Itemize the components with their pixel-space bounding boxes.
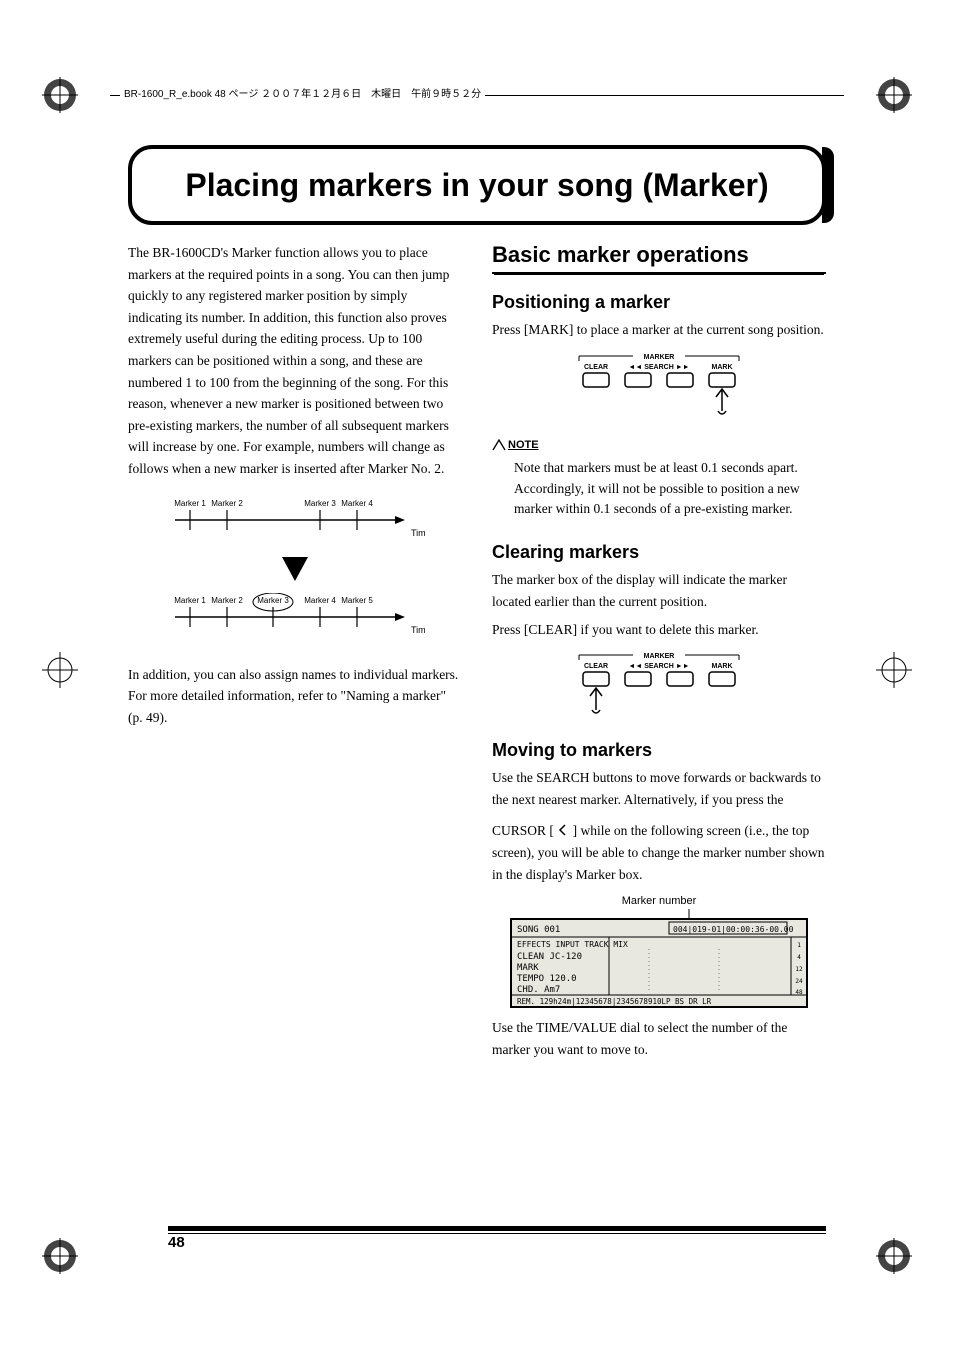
lcd-screen: SONG 001 004|019-01|00:00:36-00.00 EFFEC… — [509, 909, 809, 1009]
svg-text:004|019-01|00:00:36-00.00: 004|019-01|00:00:36-00.00 — [673, 925, 794, 934]
timeline-before-diagram: Marker 1 Marker 2 Marker 3 Marker 4 Time — [165, 496, 425, 648]
svg-text:4: 4 — [797, 954, 801, 961]
svg-text:1: 1 — [797, 942, 801, 949]
svg-text:◄◄ SEARCH ►►: ◄◄ SEARCH ►► — [628, 364, 689, 371]
marker-panel-clear: MARKER CLEAR ◄◄ SEARCH ►► MARK — [569, 648, 749, 718]
registration-mark-icon — [874, 650, 914, 690]
svg-text:MARK: MARK — [712, 663, 733, 670]
moving-text-1: Use the SEARCH buttons to move forwards … — [492, 767, 826, 810]
side-tab — [822, 147, 834, 223]
clearing-heading: Clearing markers — [492, 542, 826, 563]
clearing-text-1: The marker box of the display will indic… — [492, 569, 826, 612]
outro-paragraph: In addition, you can also assign names t… — [128, 664, 462, 729]
page-number: 48 — [168, 1234, 185, 1251]
svg-text:Marker 5: Marker 5 — [341, 596, 373, 605]
footer-rule — [168, 1226, 826, 1231]
svg-text:EFFECTS INPUT TRAC: EFFECTS INPUT TRACK MIX — [517, 940, 628, 949]
svg-text:Marker 1: Marker 1 — [174, 596, 206, 605]
marker-panel-mark: MARKER CLEAR ◄◄ SEARCH ►► MARK — [569, 349, 749, 419]
svg-text:48: 48 — [795, 989, 803, 996]
page-title: Placing markers in your song (Marker) — [185, 167, 768, 204]
svg-text:Marker 4: Marker 4 — [304, 596, 336, 605]
header-file-info: BR-1600_R_e.book 48 ページ ２００７年１２月６日 木曜日 午… — [120, 85, 485, 100]
note-icon: NOTE — [492, 439, 539, 451]
svg-text:CHD. Am7: CHD. Am7 — [517, 985, 560, 995]
positioning-heading: Positioning a marker — [492, 292, 826, 313]
svg-text:Marker 2: Marker 2 — [211, 596, 243, 605]
moving-text-2: CURSOR [ ] while on the following screen… — [492, 820, 826, 885]
svg-text:Marker 1: Marker 1 — [174, 499, 206, 508]
svg-text:Marker 2: Marker 2 — [211, 499, 243, 508]
intro-paragraph: The BR-1600CD's Marker function allows y… — [128, 242, 462, 480]
svg-text:Time: Time — [411, 528, 425, 538]
svg-text:24: 24 — [795, 978, 803, 985]
svg-text:12: 12 — [795, 966, 803, 973]
crop-mark-icon — [40, 75, 80, 115]
arrow-down-icon — [280, 555, 310, 583]
svg-text:◄◄ SEARCH ►►: ◄◄ SEARCH ►► — [628, 663, 689, 670]
svg-text:MARK: MARK — [517, 963, 539, 973]
svg-text:SONG 001: SONG 001 — [517, 925, 560, 935]
svg-text:Time: Time — [411, 625, 425, 635]
svg-text:REM. 129h24m|12345678|23456789: REM. 129h24m|12345678|2345678910LP BS DR… — [517, 997, 712, 1006]
svg-text:MARKER: MARKER — [644, 653, 675, 660]
moving-closing: Use the TIME/VALUE dial to select the nu… — [492, 1017, 826, 1060]
svg-text:Marker 4: Marker 4 — [341, 499, 373, 508]
svg-text:CLEAN JC-120: CLEAN JC-120 — [517, 952, 582, 962]
svg-text:MARK: MARK — [712, 364, 733, 371]
registration-mark-icon — [40, 650, 80, 690]
page-title-frame: Placing markers in your song (Marker) — [128, 145, 826, 225]
screen-caption: Marker number — [492, 895, 826, 907]
crop-mark-icon — [40, 1236, 80, 1276]
clearing-text-2: Press [CLEAR] if you want to delete this… — [492, 619, 826, 641]
note-text: Note that markers must be at least 0.1 s… — [514, 458, 826, 521]
positioning-text: Press [MARK] to place a marker at the cu… — [492, 319, 826, 341]
svg-text:MARKER: MARKER — [644, 354, 675, 361]
moving-heading: Moving to markers — [492, 740, 826, 761]
section-heading: Basic marker operations — [492, 242, 826, 274]
svg-text:Marker 3: Marker 3 — [304, 499, 336, 508]
crop-mark-icon — [874, 75, 914, 115]
svg-text:Marker 3: Marker 3 — [257, 596, 289, 605]
crop-mark-icon — [874, 1236, 914, 1276]
svg-text:CLEAR: CLEAR — [584, 364, 608, 371]
svg-text:TEMPO 120.0: TEMPO 120.0 — [517, 974, 577, 984]
svg-text:CLEAR: CLEAR — [584, 663, 608, 670]
cursor-left-icon — [557, 823, 569, 837]
